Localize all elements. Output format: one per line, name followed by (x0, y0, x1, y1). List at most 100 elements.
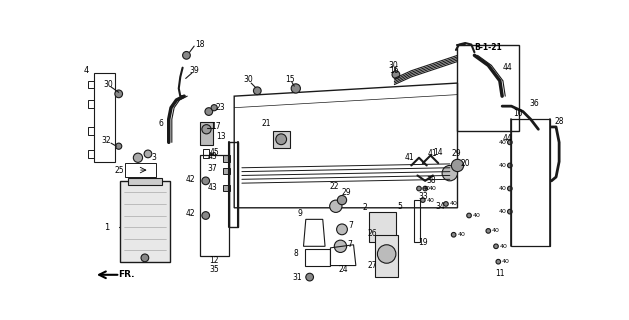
Text: 40: 40 (498, 209, 506, 214)
Circle shape (452, 232, 456, 237)
Text: 7: 7 (349, 221, 353, 230)
Text: 40: 40 (500, 244, 508, 249)
Text: 43: 43 (208, 152, 217, 161)
Text: 28: 28 (554, 117, 564, 126)
Circle shape (508, 163, 512, 168)
Circle shape (306, 273, 313, 281)
Text: 42: 42 (186, 175, 196, 184)
Bar (120, 181, 170, 262)
Text: 1: 1 (104, 222, 110, 232)
Text: 38: 38 (426, 176, 436, 185)
Circle shape (334, 240, 347, 252)
Circle shape (508, 140, 512, 145)
Text: 19: 19 (418, 238, 428, 247)
Text: 34: 34 (436, 202, 445, 211)
Circle shape (291, 84, 301, 93)
Text: 44: 44 (503, 134, 513, 143)
Bar (273, 131, 289, 148)
Text: 20: 20 (460, 159, 470, 168)
Text: 24: 24 (339, 265, 348, 274)
Text: 29: 29 (451, 149, 461, 158)
Text: 5: 5 (398, 202, 402, 211)
Text: 41: 41 (428, 149, 438, 158)
Text: 40: 40 (492, 228, 500, 233)
Bar (414, 200, 420, 243)
Circle shape (442, 165, 457, 181)
Text: B-1-21: B-1-21 (474, 43, 502, 52)
Text: 40: 40 (498, 140, 506, 145)
Text: 26: 26 (368, 229, 377, 238)
Text: FR.: FR. (118, 270, 135, 279)
Circle shape (141, 254, 148, 262)
Text: 30: 30 (389, 61, 398, 70)
Circle shape (467, 213, 471, 218)
Circle shape (421, 198, 425, 203)
Text: 23: 23 (216, 103, 225, 112)
Bar (128, 178, 162, 186)
Circle shape (337, 224, 347, 235)
Circle shape (276, 134, 287, 145)
Circle shape (486, 228, 491, 233)
Circle shape (330, 200, 342, 212)
Text: 42: 42 (186, 210, 196, 219)
Circle shape (416, 186, 421, 191)
Circle shape (377, 245, 396, 263)
Circle shape (144, 150, 152, 158)
Text: 39: 39 (189, 66, 199, 75)
Circle shape (337, 196, 347, 205)
Circle shape (202, 177, 209, 185)
Text: 40: 40 (450, 202, 457, 206)
Text: 40: 40 (498, 186, 506, 191)
Text: 40: 40 (426, 197, 435, 203)
Text: 7: 7 (347, 240, 352, 249)
Circle shape (202, 212, 209, 219)
Text: 6: 6 (159, 119, 164, 128)
Text: 40: 40 (473, 213, 481, 218)
Bar (375, 235, 398, 277)
Circle shape (392, 71, 400, 78)
Text: 15: 15 (286, 75, 295, 84)
Text: 21: 21 (261, 119, 270, 128)
Text: 12: 12 (209, 256, 219, 265)
Circle shape (508, 186, 512, 191)
Text: 40: 40 (423, 186, 431, 191)
Bar (223, 156, 230, 162)
Text: 41: 41 (405, 153, 415, 162)
Circle shape (115, 90, 123, 98)
Text: 3: 3 (151, 153, 156, 162)
Text: 32: 32 (101, 136, 111, 145)
Circle shape (452, 159, 464, 172)
Circle shape (496, 260, 501, 264)
Circle shape (182, 52, 191, 59)
Circle shape (205, 108, 213, 116)
Text: 4: 4 (84, 66, 89, 75)
Text: 13: 13 (216, 132, 226, 141)
Bar (229, 142, 238, 227)
Text: 37: 37 (208, 164, 217, 173)
Text: 29: 29 (341, 188, 350, 197)
Circle shape (116, 143, 122, 149)
Bar (203, 148, 209, 158)
Text: 43: 43 (208, 182, 217, 191)
Text: 40: 40 (429, 186, 437, 191)
Text: 8: 8 (293, 250, 298, 259)
Text: 44: 44 (503, 63, 513, 72)
Text: 10: 10 (513, 109, 522, 118)
Circle shape (211, 105, 217, 111)
Bar (223, 185, 230, 191)
Circle shape (202, 124, 211, 134)
Bar (125, 163, 155, 177)
Bar (199, 156, 229, 256)
Text: 36: 36 (530, 99, 540, 108)
Text: 22: 22 (330, 182, 339, 191)
Text: 45: 45 (210, 148, 220, 157)
Text: 40: 40 (502, 259, 510, 264)
Text: 11: 11 (495, 269, 504, 278)
Text: 30: 30 (243, 76, 253, 84)
Bar (511, 119, 550, 246)
Text: 40: 40 (498, 163, 506, 168)
Text: 2: 2 (363, 203, 367, 212)
Bar (369, 212, 396, 243)
Bar (199, 122, 213, 145)
Text: 40: 40 (457, 232, 465, 237)
